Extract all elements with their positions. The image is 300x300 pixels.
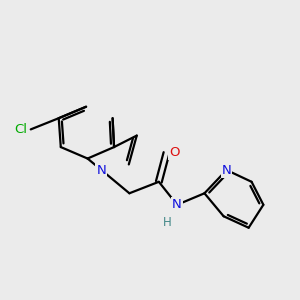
Text: O: O [169,146,180,159]
Text: H: H [163,216,172,229]
Text: N: N [97,164,106,176]
Text: N: N [222,164,231,176]
Text: Cl: Cl [14,123,27,136]
Text: N: N [172,198,182,211]
